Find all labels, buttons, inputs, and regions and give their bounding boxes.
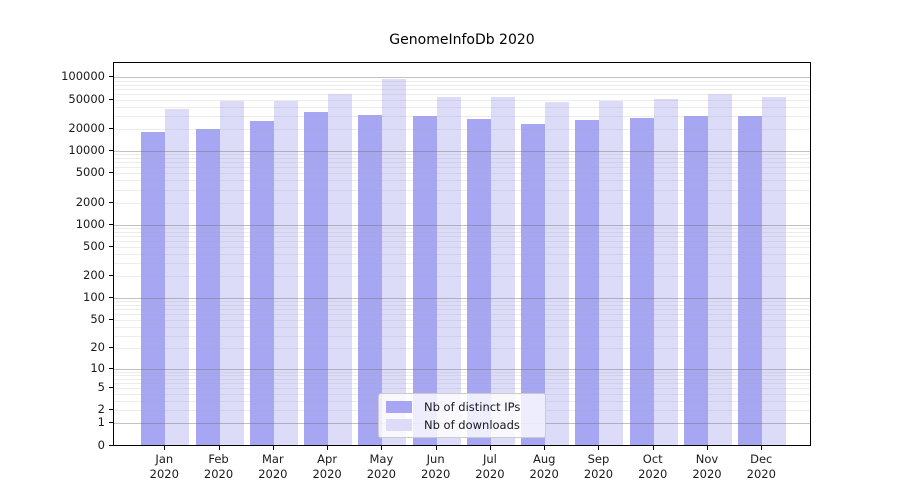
y-tick-mark <box>109 318 113 320</box>
y-tick-mark <box>109 422 113 424</box>
y-tick-label: 5 <box>97 380 105 395</box>
bar-downloads-mar-2020 <box>273 100 298 445</box>
x-tick-label-may-2020: May 2020 <box>366 452 397 481</box>
bar-downloads-jul-2020 <box>490 97 515 445</box>
y-tick-mark <box>109 201 113 203</box>
y-tick-label: 5000 <box>75 165 105 180</box>
bar-downloads-may-2020 <box>382 79 407 445</box>
y-tick-mark <box>109 296 113 298</box>
y-tick-mark <box>109 367 113 369</box>
y-tick-label: 10000 <box>68 143 105 158</box>
y-tick-label: 1 <box>97 415 105 430</box>
x-tick-label-feb-2020: Feb 2020 <box>203 452 234 481</box>
y-tick-label: 500 <box>83 238 105 253</box>
y-tick-mark <box>109 223 113 225</box>
x-tick-label-sep-2020: Sep 2020 <box>583 452 614 481</box>
legend: Nb of distinct IPs Nb of downloads <box>378 393 546 438</box>
legend-label-nb-of-distinct-ips: Nb of distinct IPs <box>424 399 521 414</box>
y-tick-mark <box>109 172 113 174</box>
x-tick-label-dec-2020: Dec 2020 <box>746 452 776 481</box>
x-tick-mark <box>652 446 654 450</box>
y-tick-label: 10 <box>90 360 105 375</box>
y-tick-mark <box>109 245 113 247</box>
chart-title: GenomeInfoDb 2020 <box>389 32 535 48</box>
bar-downloads-apr-2020 <box>328 94 353 445</box>
x-tick-label-oct-2020: Oct 2020 <box>638 452 668 481</box>
y-tick-label: 100 <box>83 289 105 304</box>
y-tick-mark <box>109 387 113 389</box>
x-tick-label-nov-2020: Nov 2020 <box>692 452 722 481</box>
bar-distinct-ips-sep-2020 <box>575 119 600 445</box>
y-tick-label: 0 <box>97 437 105 452</box>
legend-row: Nb of distinct IPs <box>386 399 537 414</box>
y-tick-label: 2 <box>97 402 105 417</box>
bar-distinct-ips-jan-2020 <box>141 132 166 445</box>
bars-layer <box>114 63 810 445</box>
x-tick-label-apr-2020: Apr 2020 <box>312 452 342 481</box>
bar-distinct-ips-jun-2020 <box>412 116 437 445</box>
bar-distinct-ips-aug-2020 <box>521 123 546 445</box>
y-tick-label: 20 <box>90 340 105 355</box>
x-tick-label-jul-2020: Jul 2020 <box>475 452 505 481</box>
bar-downloads-jun-2020 <box>436 96 461 445</box>
y-tick-label: 200 <box>83 267 105 282</box>
y-tick-label: 20000 <box>68 120 105 135</box>
x-tick-mark <box>164 446 166 450</box>
bar-downloads-nov-2020 <box>708 94 732 445</box>
x-tick-mark <box>381 446 383 450</box>
legend-row: Nb of downloads <box>386 417 537 432</box>
bar-distinct-ips-feb-2020 <box>195 128 220 445</box>
bar-distinct-ips-oct-2020 <box>629 117 654 445</box>
x-tick-label-aug-2020: Aug 2020 <box>529 452 559 481</box>
y-tick-mark <box>109 150 113 152</box>
y-tick-mark <box>109 409 113 411</box>
bar-distinct-ips-may-2020 <box>358 115 383 445</box>
y-tick-label: 2000 <box>75 194 105 209</box>
bar-downloads-dec-2020 <box>762 96 787 445</box>
y-tick-label: 50000 <box>68 91 105 106</box>
x-tick-mark <box>218 446 220 450</box>
bar-downloads-feb-2020 <box>219 100 244 445</box>
y-tick-mark <box>109 347 113 349</box>
x-tick-mark <box>327 446 329 450</box>
bar-distinct-ips-mar-2020 <box>249 121 274 445</box>
y-tick-mark <box>109 274 113 276</box>
bar-distinct-ips-apr-2020 <box>304 112 329 445</box>
x-tick-mark <box>435 446 437 450</box>
y-tick-label: 50 <box>90 311 105 326</box>
bar-downloads-oct-2020 <box>653 98 678 445</box>
x-tick-mark <box>272 446 274 450</box>
bar-downloads-aug-2020 <box>545 102 570 445</box>
plot-area: Nb of distinct IPs Nb of downloads <box>113 62 811 446</box>
x-tick-mark <box>761 446 763 450</box>
y-tick-label: 100000 <box>61 69 105 84</box>
x-tick-label-jun-2020: Jun 2020 <box>421 452 451 481</box>
legend-label-nb-of-downloads: Nb of downloads <box>424 417 520 432</box>
x-tick-label-jan-2020: Jan 2020 <box>149 452 179 481</box>
x-tick-mark <box>544 446 546 450</box>
x-tick-label-mar-2020: Mar 2020 <box>258 452 288 481</box>
legend-swatch-nb-of-downloads <box>386 418 412 431</box>
bar-distinct-ips-dec-2020 <box>738 116 763 445</box>
legend-swatch-nb-of-distinct-ips <box>386 400 412 413</box>
x-tick-mark <box>489 446 491 450</box>
x-tick-mark <box>707 446 708 450</box>
bar-downloads-sep-2020 <box>599 101 624 445</box>
y-tick-label: 1000 <box>75 216 105 231</box>
bar-downloads-jan-2020 <box>165 109 190 445</box>
y-tick-mark <box>109 127 113 129</box>
y-tick-mark <box>109 444 113 446</box>
x-tick-mark <box>598 446 600 450</box>
bar-distinct-ips-jul-2020 <box>466 118 491 445</box>
y-tick-mark <box>109 98 113 100</box>
bar-distinct-ips-nov-2020 <box>684 116 708 445</box>
y-tick-mark <box>109 76 113 78</box>
